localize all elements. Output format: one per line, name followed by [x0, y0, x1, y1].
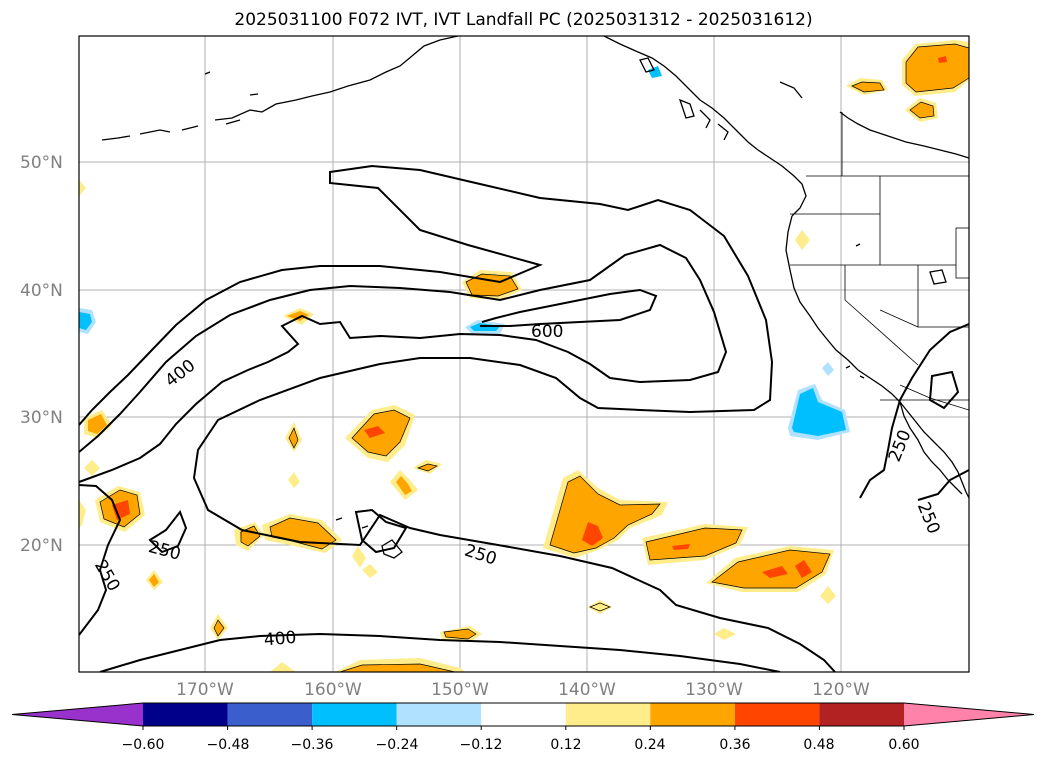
colorbar-segments: [11, 702, 1035, 730]
colorbar-segment: [312, 703, 397, 726]
map-frame-background: [79, 36, 969, 672]
lon-label-150w: 150°W: [431, 680, 489, 700]
ivt-contour-250-east: [859, 323, 969, 499]
lat-label-50n: 50°N: [20, 153, 63, 173]
pc-blob-red: [762, 566, 788, 578]
pc-blob-orange: [149, 574, 159, 587]
lon-label-130w: 130°W: [685, 680, 743, 700]
colorbar-segment: [650, 703, 735, 726]
ivt-contour-250-islands: [354, 508, 408, 554]
pc-blob-orange: [88, 414, 107, 434]
pc-blob-blue: [79, 312, 92, 330]
lon-label-170w: 170°W: [176, 680, 234, 700]
pc-blob-yellow: [795, 230, 810, 250]
pc-blob-orange: [396, 476, 412, 495]
ivt-contour-400-south: [99, 632, 781, 672]
colorbar-segment: [565, 703, 651, 726]
pc-blob-orange: [712, 550, 830, 588]
pc-blob-light-blue: [822, 362, 834, 376]
colorbar-tick-label: −0.60: [122, 737, 165, 753]
pc-blob-red: [938, 56, 947, 63]
pc-blob-yellow: [362, 564, 378, 578]
colorbar-tick-label: 0.48: [803, 737, 834, 753]
pc-blob-orange: [270, 518, 336, 549]
pc-blob-yellow: [588, 600, 612, 614]
coastlines: [101, 36, 969, 559]
colorbar-tick-label: −0.24: [376, 737, 419, 753]
pc-blob-yellow: [352, 546, 366, 568]
pc-blob-orange: [852, 82, 884, 92]
map-title: 2025031100 F072 IVT, IVT Landfall PC (20…: [234, 10, 813, 30]
colorbar-tick-label: −0.12: [460, 737, 503, 753]
map-frame: [78, 35, 970, 673]
contour-label-600: 600: [531, 322, 563, 342]
latitude-labels: 50°N 40°N 30°N 20°N: [20, 153, 63, 556]
lon-label-160w: 160°W: [304, 680, 362, 700]
colorbar: −0.60 −0.48 −0.36 −0.24 −0.12 0.12 0.24 …: [11, 702, 1035, 753]
ivt-contour-400: [79, 243, 728, 483]
pc-blob-yellow: [714, 628, 736, 640]
colorbar-segment: [143, 703, 228, 726]
lon-label-140w: 140°W: [558, 680, 616, 700]
pc-blob-orange: [214, 620, 224, 636]
ivt-contour-600: [480, 288, 658, 327]
pc-blob-orange: [646, 528, 742, 560]
colorbar-tick-label: 0.12: [550, 737, 581, 753]
lat-label-20n: 20°N: [20, 536, 63, 556]
state-borders: [790, 112, 969, 411]
colorbar-tick-label: 0.36: [719, 737, 750, 753]
pc-blob-orange: [550, 476, 660, 553]
pc-blob-red: [582, 522, 603, 546]
lat-label-40n: 40°N: [20, 281, 63, 301]
pc-blob-red: [364, 426, 385, 438]
pc-blob-blue: [792, 388, 846, 436]
longitude-labels: 170°W 160°W 150°W 140°W 130°W 120°W: [176, 680, 870, 700]
pc-blob-yellow: [288, 472, 300, 488]
pc-blob-yellow: [84, 460, 100, 476]
pc-blob-orange: [289, 428, 298, 448]
colorbar-segment: [819, 703, 904, 726]
ivt-contour-250-west: [79, 484, 122, 636]
pc-blob-orange: [444, 629, 476, 639]
colorbar-segment: [734, 703, 820, 726]
ivt-contour-250-east-south: [917, 469, 969, 501]
ivt-contour-250-mid: [148, 509, 188, 554]
colorbar-segment: [904, 703, 1034, 726]
pc-blob-orange: [287, 311, 309, 321]
colorbar-segment: [396, 703, 482, 726]
ivt-contour-250-east-inner: [928, 370, 960, 410]
pc-blob-red: [795, 560, 812, 578]
pc-blob-orange: [906, 44, 969, 92]
colorbar-segment: [481, 703, 566, 726]
colorbar-segment: [227, 703, 313, 726]
colorbar-tick-label: −0.48: [207, 737, 250, 753]
pc-blob-yellow: [820, 586, 836, 604]
colorbar-tick-label: 0.24: [634, 737, 665, 753]
contour-label-400: 400: [263, 628, 297, 651]
pc-blob-red: [112, 500, 130, 520]
pc-fill-outlines: [99, 43, 969, 672]
colorbar-tick-label: 0.60: [888, 737, 919, 753]
colorbar-segment: [12, 703, 143, 726]
colorbar-ticks: −0.60 −0.48 −0.36 −0.24 −0.12 0.12 0.24 …: [122, 737, 920, 753]
pc-blob-blue: [648, 66, 662, 78]
pc-blob-red: [672, 544, 690, 550]
pc-blob-yellow: [270, 662, 296, 672]
ivt-contours: [79, 164, 969, 672]
pc-blob-yellow: [79, 500, 86, 528]
ivt-contour-250-outer: [79, 164, 836, 672]
lon-label-120w: 120°W: [812, 680, 870, 700]
pc-blob-yellow: [79, 180, 86, 196]
colorbar-tick-label: −0.36: [291, 737, 334, 753]
pc-blob-orange: [340, 664, 455, 672]
lat-label-30n: 30°N: [20, 408, 63, 428]
